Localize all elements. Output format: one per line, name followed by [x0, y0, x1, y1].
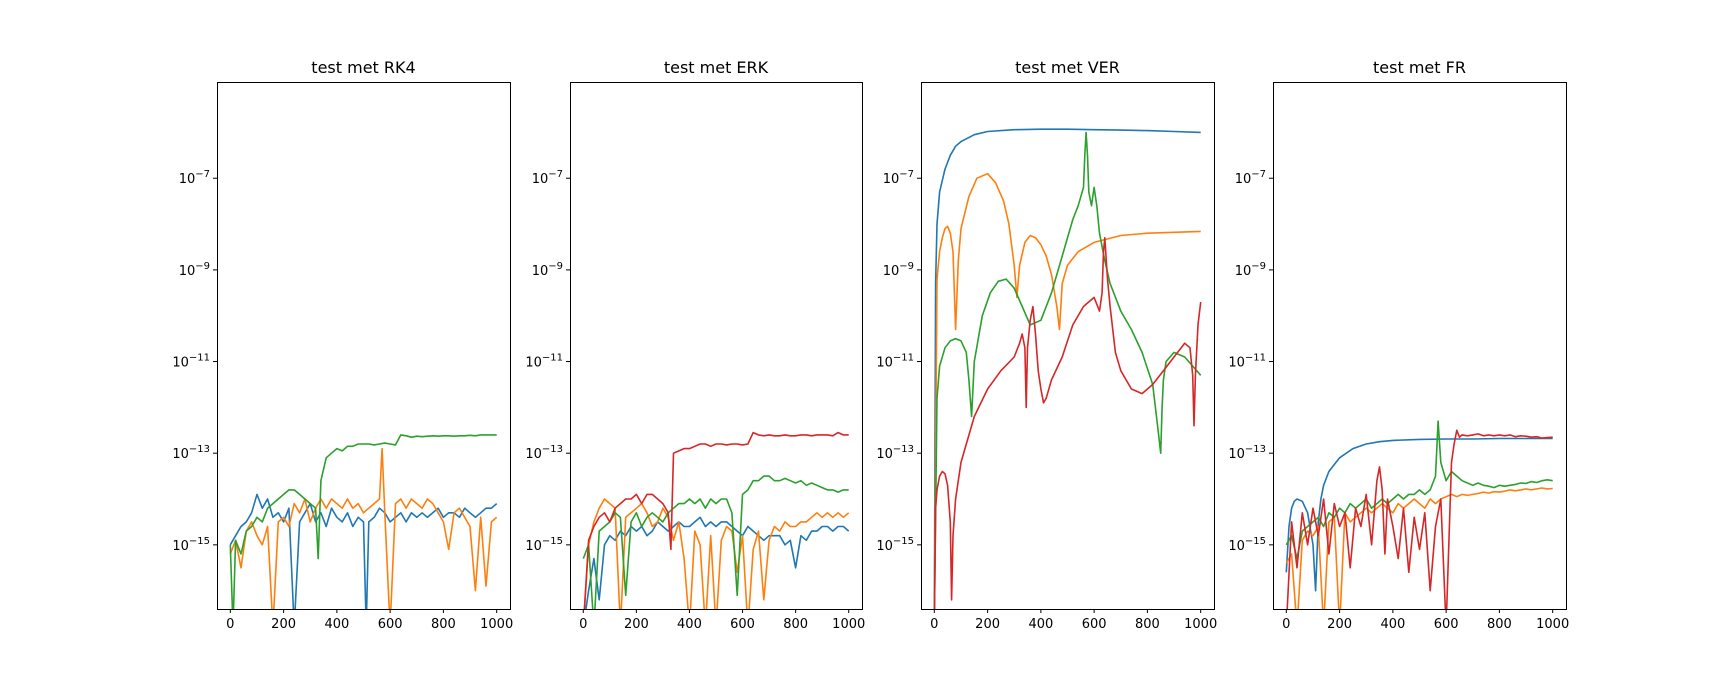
y-tick-label: 10−7: [532, 169, 563, 187]
y-tick-label: 10−7: [883, 169, 914, 187]
x-tick-label: 600: [378, 617, 403, 632]
x-tick-label: 200: [271, 617, 296, 632]
subplot-3: test met VER 0 200 400 600 800 1000 10−15 10−13 1…: [876, 58, 1217, 632]
axes-frame: [570, 82, 863, 610]
series-line-4: [1286, 429, 1553, 609]
subplot-title: test met ERK: [664, 58, 769, 77]
y-tick-label: 10−11: [525, 353, 563, 371]
x-tick-label: 1000: [1536, 617, 1569, 632]
axes-frame: [217, 82, 511, 610]
y-tick-label: 10−15: [525, 536, 563, 554]
x-tick-label: 400: [324, 617, 349, 632]
y-tick-label: 10−9: [179, 261, 210, 279]
series-line-2: [933, 172, 1201, 609]
x-tick-label: 800: [1135, 617, 1160, 632]
series-line-4: [583, 431, 849, 609]
x-tick-label: 0: [1282, 617, 1290, 632]
series-line-4: [933, 237, 1202, 609]
y-tick-label: 10−7: [179, 169, 210, 187]
y-tick-label: 10−9: [1235, 261, 1266, 279]
y-tick-label: 10−15: [876, 536, 914, 554]
axes-frame: [921, 82, 1215, 610]
axes-frame: [1273, 82, 1567, 610]
x-tick-label: 800: [783, 617, 808, 632]
x-tick-label: 800: [1487, 617, 1512, 632]
subplot-title: test met VER: [1015, 58, 1120, 77]
x-tick-label: 0: [579, 617, 587, 632]
y-tick-label: 10−7: [1235, 169, 1266, 187]
x-tick-label: 400: [677, 617, 702, 632]
x-tick-label: 600: [730, 617, 755, 632]
x-tick-label: 600: [1082, 617, 1107, 632]
y-tick-label: 10−13: [1228, 444, 1266, 462]
series-line-3: [582, 475, 849, 609]
series-line-3: [933, 131, 1202, 609]
x-tick-label: 200: [975, 617, 1000, 632]
subplot-4: test met FR 0 200 400 600 800 1000 10−15 10−13 10…: [1228, 58, 1569, 632]
y-tick-label: 10−13: [876, 444, 914, 462]
x-tick-label: 600: [1434, 617, 1459, 632]
x-tick-label: 800: [431, 617, 456, 632]
series-line-2: [1285, 487, 1553, 609]
series-line-3: [229, 434, 497, 609]
series-line-3: [1285, 420, 1553, 560]
x-tick-label: 400: [1380, 617, 1405, 632]
series-line-2: [229, 447, 498, 609]
series-line-1: [933, 128, 1201, 609]
x-tick-label: 200: [1327, 617, 1352, 632]
y-tick-label: 10−13: [172, 444, 210, 462]
y-tick-label: 10−9: [883, 261, 914, 279]
y-tick-label: 10−15: [1228, 536, 1266, 554]
y-tick-label: 10−15: [172, 536, 210, 554]
x-tick-label: 0: [226, 617, 234, 632]
y-tick-label: 10−13: [525, 444, 563, 462]
y-tick-label: 10−11: [172, 353, 210, 371]
x-tick-label: 1000: [1184, 617, 1217, 632]
series-line-1: [1285, 437, 1553, 592]
y-tick-label: 10−9: [532, 261, 563, 279]
series-line-1: [229, 493, 498, 609]
series-line-1: [585, 516, 850, 609]
y-tick-label: 10−11: [876, 353, 914, 371]
subplot-1: test met RK4 0 200 400 600 800 1000 10−15 10−13 1…: [172, 58, 513, 632]
x-tick-label: 0: [930, 617, 938, 632]
subplot-title: test met FR: [1373, 58, 1466, 77]
x-tick-label: 1000: [832, 617, 865, 632]
x-tick-label: 200: [624, 617, 649, 632]
y-tick-label: 10−11: [1228, 353, 1266, 371]
subplot-2: test met ERK 0 200 400 600 800 1000 10−15 10−13 1…: [525, 58, 865, 632]
x-tick-label: 400: [1028, 617, 1053, 632]
subplot-title: test met RK4: [311, 58, 415, 77]
series-line-2: [583, 498, 850, 609]
x-tick-label: 1000: [480, 617, 513, 632]
